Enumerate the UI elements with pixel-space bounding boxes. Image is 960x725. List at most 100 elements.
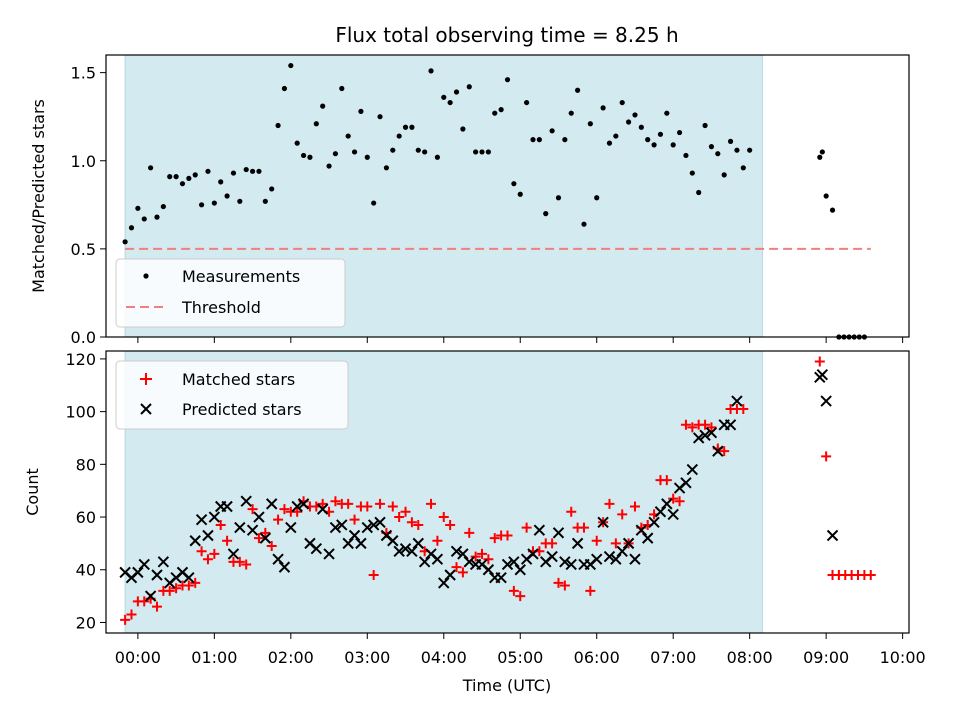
predicted-point [699, 429, 711, 442]
y-tick-label: 0.0 [71, 328, 96, 347]
measurement-point [829, 207, 836, 213]
measurement-point [320, 103, 326, 109]
measurement-point [517, 191, 523, 197]
predicted-point [705, 426, 718, 439]
predicted-point [431, 553, 444, 565]
y-tick-label: 40 [76, 561, 96, 580]
matched-point [477, 548, 488, 559]
measurement-point [549, 128, 555, 134]
measurement-point [721, 172, 727, 178]
measurement-point [664, 110, 670, 116]
measurement-point [154, 214, 160, 220]
predicted-point [826, 529, 839, 542]
predicted-point [246, 524, 259, 536]
measurement-point [179, 181, 186, 187]
measurement-point [708, 144, 715, 150]
predicted-point [463, 556, 475, 568]
predicted-point [622, 537, 635, 550]
legend-measurements-label: Measurements [182, 267, 300, 286]
matched-point [426, 498, 437, 509]
predicted-point [253, 511, 265, 523]
predicted-point [189, 535, 201, 547]
measurement-point [307, 154, 313, 160]
measurement-point [676, 129, 683, 136]
predicted-point [457, 548, 469, 560]
predicted-point [393, 545, 405, 558]
predicted-point [654, 506, 667, 518]
predicted-point [616, 545, 628, 558]
matched-point [578, 522, 589, 533]
predicted-point [635, 524, 648, 536]
measurement-point [262, 198, 268, 204]
matched-point [126, 609, 137, 620]
predicted-point [151, 569, 163, 581]
measurement-point [428, 68, 434, 74]
measurement-point [422, 149, 428, 155]
predicted-point [444, 569, 456, 581]
predicted-point [183, 571, 195, 584]
matched-point [400, 506, 411, 517]
predicted-point [482, 564, 495, 576]
measurement-point [466, 84, 472, 90]
matched-point [241, 559, 252, 570]
measurement-point [727, 138, 734, 144]
matched-point [489, 533, 500, 544]
x-tick-label: 09:00 [803, 648, 849, 667]
matched-point [680, 419, 691, 430]
measurement-point [657, 131, 664, 137]
predicted-point [450, 545, 463, 558]
measurement-point [638, 124, 644, 130]
predicted-point [259, 532, 272, 544]
measurement-point [160, 203, 166, 210]
matched-point [814, 356, 825, 367]
predicted-point [297, 498, 310, 510]
predicted-points [119, 369, 839, 602]
measurement-point [192, 172, 198, 178]
measurement-point [817, 154, 823, 160]
matched-point [273, 514, 284, 525]
predicted-point [406, 545, 418, 558]
predicted-point [355, 537, 367, 550]
measurement-point [173, 174, 179, 180]
predicted-point [342, 537, 354, 550]
x-tick-label: 02:00 [268, 648, 314, 667]
measurement-point [198, 202, 205, 208]
measurement-point [377, 114, 383, 120]
predicted-point [272, 553, 284, 565]
predicted-point [412, 537, 424, 550]
matched-point [343, 498, 354, 509]
matched-point [661, 475, 672, 486]
matched-point [700, 419, 711, 430]
predicted-point [686, 463, 699, 476]
matched-point [483, 554, 494, 565]
measurement-point [167, 174, 173, 180]
predicted-point [138, 558, 150, 571]
predicted-point [374, 516, 386, 529]
measurement-point [479, 149, 485, 155]
matched-point [266, 541, 277, 552]
matched-point [457, 567, 468, 578]
y-tick-label: 20 [76, 613, 96, 632]
y-tick-label: 80 [76, 455, 96, 474]
matched-point [375, 498, 386, 509]
predicted-point [533, 524, 546, 536]
measurement-point [530, 137, 536, 143]
measurement-point [211, 200, 217, 206]
y-tick-label: 0.5 [71, 240, 96, 259]
matched-point [164, 585, 175, 596]
x-axis-label: Time (UTC) [462, 676, 551, 695]
predicted-point [610, 553, 622, 565]
matched-point [406, 517, 417, 528]
predicted-point [629, 553, 641, 565]
measurement-point [275, 122, 281, 129]
predicted-point [399, 542, 412, 555]
matched-point [553, 577, 564, 588]
x-tick-label: 08:00 [727, 648, 773, 667]
matched-point [470, 551, 481, 562]
measurement-point [434, 154, 440, 160]
measurement-point [237, 198, 243, 204]
matched-point [196, 546, 207, 557]
measurement-point [568, 110, 574, 116]
matched-point [629, 501, 640, 512]
measurement-point [415, 147, 421, 153]
